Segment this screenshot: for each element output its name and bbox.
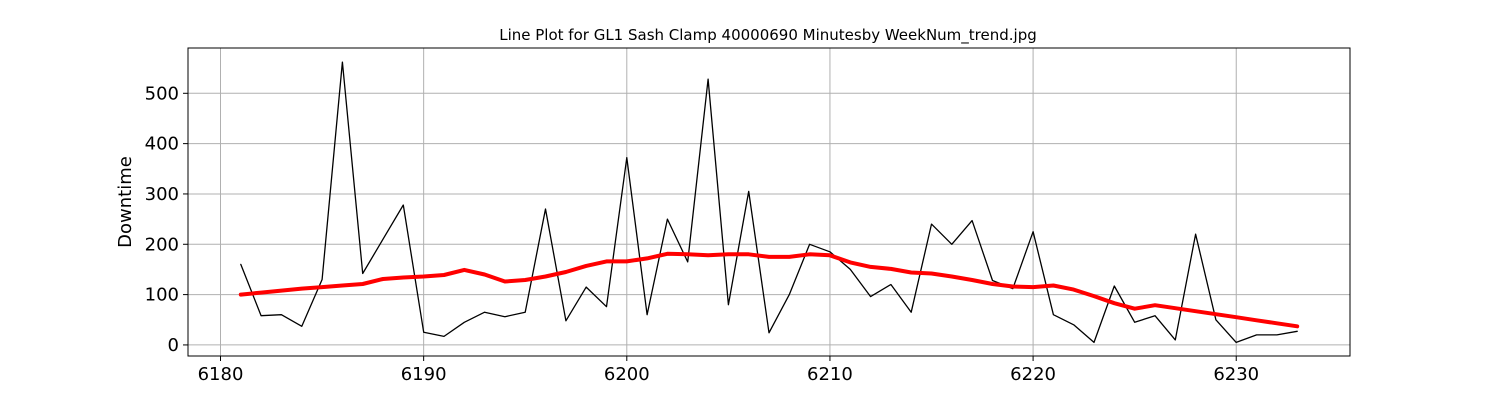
y-tick-label: 500 — [145, 83, 179, 104]
y-tick-label: 0 — [168, 335, 179, 356]
y-tick-label: 200 — [145, 234, 179, 255]
y-tick-label: 400 — [145, 134, 179, 155]
series-group — [238, 61, 1300, 344]
axis-ticks: 6180 6190 6200 6210 6220 6230 0 100 200 300 400 500 — [145, 83, 1260, 385]
trend-line — [238, 251, 1300, 329]
x-tick-label: 6230 — [1213, 364, 1259, 385]
plot-area-frame — [187, 47, 1351, 357]
y-tick-label: 300 — [145, 184, 179, 205]
grid — [188, 48, 1350, 356]
x-tick-label: 6190 — [401, 364, 447, 385]
y-tick-label: 100 — [145, 285, 179, 306]
x-tick-label: 6200 — [604, 364, 650, 385]
y-axis-label: Downtime — [115, 156, 136, 248]
chart-title: Line Plot for GL1 Sash Clamp 40000690 Mi… — [499, 26, 1037, 45]
raw-downtime-line — [240, 61, 1298, 344]
x-tick-label: 6210 — [807, 364, 853, 385]
x-tick-label: 6180 — [198, 364, 244, 385]
x-tick-label: 6220 — [1010, 364, 1056, 385]
